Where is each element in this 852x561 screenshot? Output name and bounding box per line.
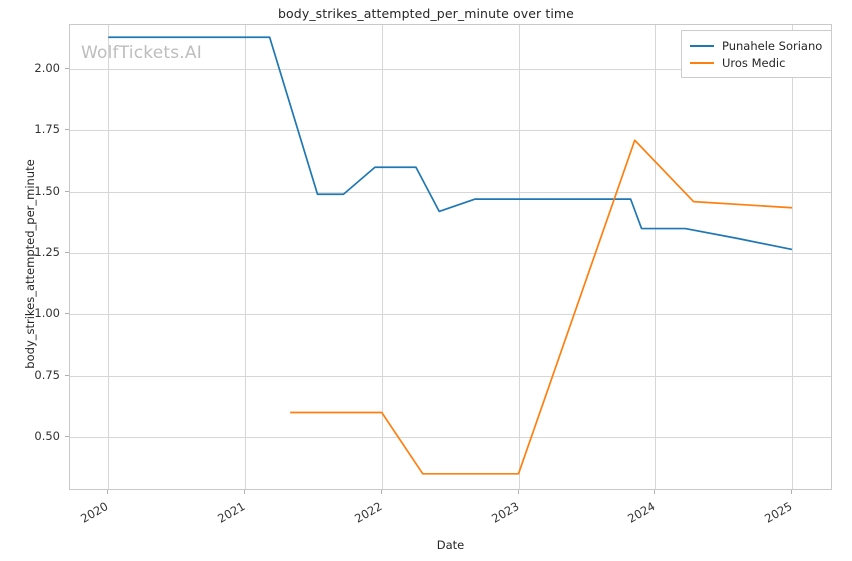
x-axis-label: Date [436, 538, 465, 552]
gridline-horizontal [70, 130, 831, 132]
y-tick-mark [65, 313, 69, 315]
legend-label: Punahele Soriano [722, 38, 823, 53]
gridline-vertical [108, 25, 110, 489]
gridline-vertical [381, 25, 383, 489]
gridline-horizontal [70, 253, 831, 255]
y-tick-mark [65, 374, 69, 376]
x-tick-label: 2021 [215, 499, 248, 526]
y-tick-label: 1.25 [34, 245, 60, 260]
y-tick-mark [65, 129, 69, 131]
y-tick-mark [65, 68, 69, 70]
plot-area: WolfTickets.AI [69, 24, 832, 490]
x-tick-label: 2020 [78, 499, 111, 526]
x-tick-label: 2024 [625, 499, 658, 526]
chart-title: body_strikes_attempted_per_minute over t… [278, 6, 574, 21]
y-tick-label: 2.00 [34, 61, 60, 76]
y-tick-mark [65, 436, 69, 438]
y-tick-label: 1.00 [34, 306, 60, 321]
gridline-vertical [791, 25, 793, 489]
series-lines [108, 36, 793, 475]
y-tick-label: 0.50 [34, 429, 60, 444]
legend: Punahele Soriano Uros Medic [681, 30, 833, 78]
y-tick-label: 1.50 [34, 183, 60, 198]
x-tick-label: 2025 [762, 499, 795, 526]
x-tick-mark [790, 490, 792, 494]
gridline-vertical [655, 25, 657, 489]
legend-item[interactable]: Punahele Soriano [690, 37, 822, 54]
gridline-horizontal [70, 314, 831, 316]
series-line [108, 36, 793, 251]
x-tick-mark [244, 490, 246, 494]
series-line [290, 139, 793, 475]
x-tick-mark [380, 490, 382, 494]
y-tick-label: 1.75 [34, 122, 60, 137]
y-axis-label: body_strikes_attempted_per_minute [23, 159, 37, 369]
gridline-vertical [518, 25, 520, 489]
y-tick-mark [65, 190, 69, 192]
y-tick-mark [65, 252, 69, 254]
gridline-horizontal [70, 437, 831, 439]
legend-color-swatch [690, 61, 714, 64]
gridline-vertical [245, 25, 247, 489]
legend-color-swatch [690, 44, 714, 47]
gridline-horizontal [70, 191, 831, 193]
legend-label: Uros Medic [722, 55, 786, 70]
gridline-horizontal [70, 69, 831, 71]
x-tick-mark [654, 490, 656, 494]
x-tick-mark [517, 490, 519, 494]
x-tick-label: 2022 [351, 499, 385, 526]
y-tick-label: 0.75 [34, 367, 60, 382]
x-tick-label: 2023 [488, 499, 522, 526]
legend-item[interactable]: Uros Medic [690, 54, 822, 71]
watermark-text: WolfTickets.AI [81, 43, 202, 63]
x-tick-mark [107, 490, 109, 494]
gridline-horizontal [70, 375, 831, 377]
